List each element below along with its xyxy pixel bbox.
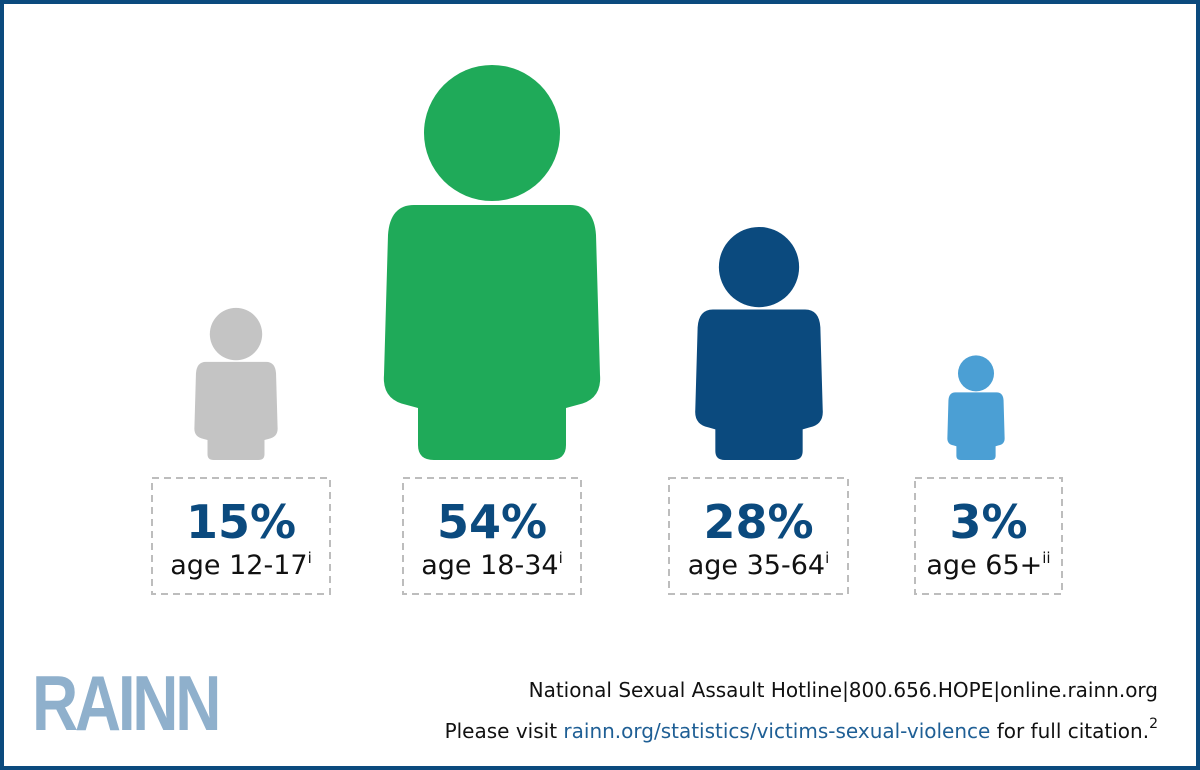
head (424, 65, 560, 201)
age-label: age 18-34i (421, 549, 563, 581)
note: i (559, 549, 563, 567)
age: age 12-17 (170, 550, 307, 581)
body (194, 361, 278, 461)
note: ii (1042, 549, 1050, 567)
person-icon (383, 65, 601, 460)
logo: RAINN (32, 659, 221, 747)
age: age 65+ (926, 550, 1042, 581)
person-icon (695, 226, 823, 460)
percent: 54% (437, 495, 547, 549)
label-box (402, 477, 582, 595)
body (383, 205, 601, 460)
head (209, 307, 263, 361)
age-label: age 65+ii (926, 549, 1050, 581)
age-label: age 12-17i (170, 549, 312, 581)
percent: 15% (186, 495, 296, 549)
age: age 35-64 (688, 550, 825, 581)
label-box (914, 477, 1063, 595)
percent: 28% (703, 495, 813, 549)
percent: 3% (949, 495, 1027, 549)
citation-link[interactable]: rainn.org/statistics/victims-sexual-viol… (563, 719, 991, 743)
body (695, 309, 823, 460)
person-icon (947, 355, 1005, 460)
person-icon (194, 307, 278, 461)
note: i (308, 549, 312, 567)
head (957, 355, 995, 392)
citation-note: 2 (1149, 716, 1158, 732)
age: age 18-34 (421, 550, 558, 581)
citation-suffix: for full citation. (996, 719, 1150, 743)
citation-prefix: Please visit (444, 719, 558, 743)
head (718, 226, 800, 308)
body (947, 392, 1005, 460)
age-label: age 35-64i (688, 549, 830, 581)
label-box (151, 477, 331, 595)
hotline: National Sexual Assault Hotline|800.656.… (528, 678, 1158, 702)
label-box (668, 477, 849, 595)
citation: Please visit rainn.org/statistics/victim… (444, 716, 1158, 743)
note: i (825, 549, 829, 567)
